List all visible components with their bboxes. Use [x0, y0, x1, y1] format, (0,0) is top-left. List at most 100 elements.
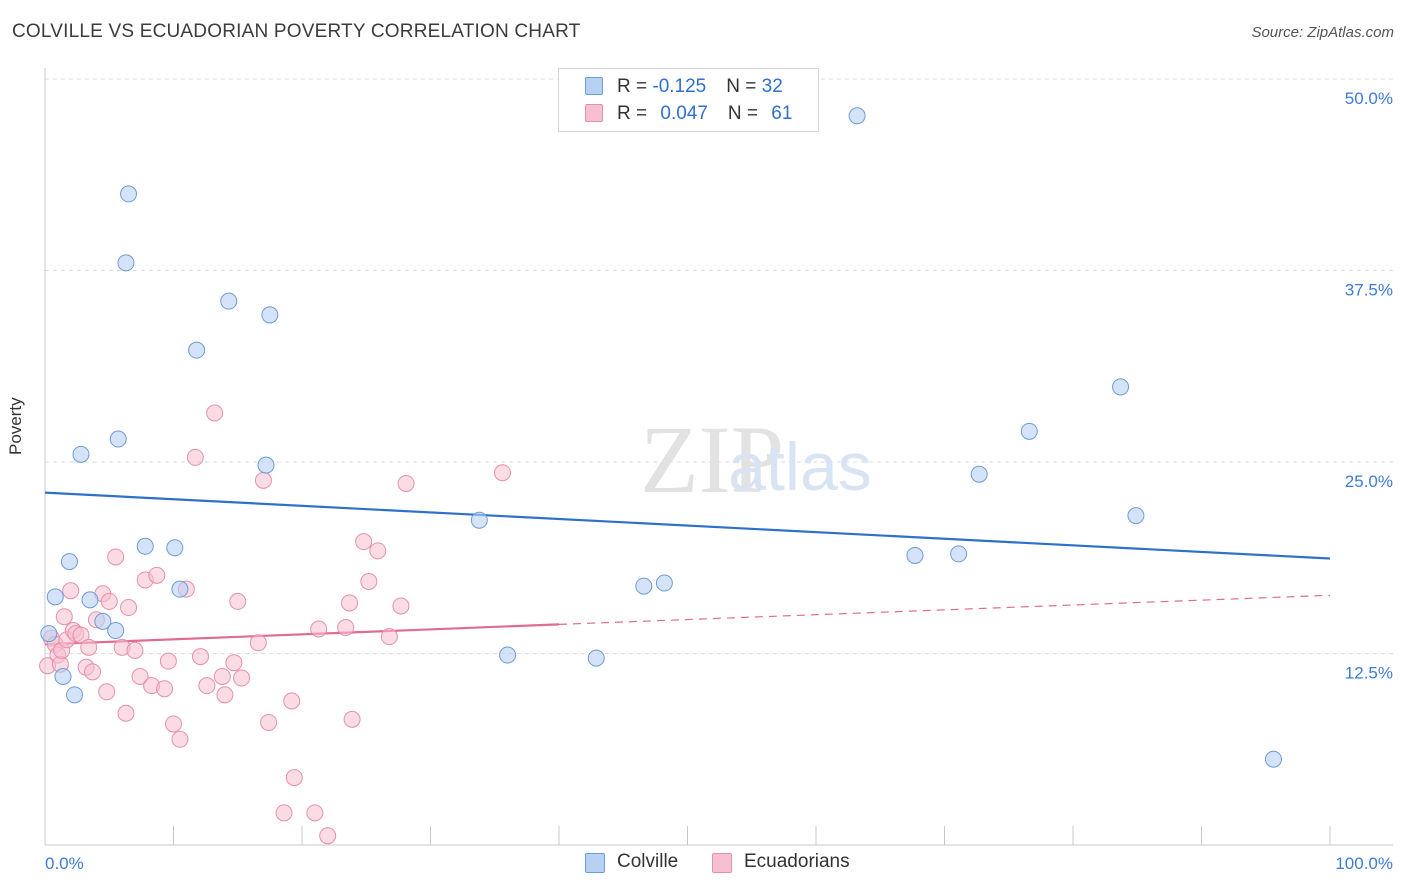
- colville-point: [72, 445, 90, 463]
- colville-swatch: [585, 853, 605, 873]
- axes: [44, 68, 1393, 846]
- ecuadorians-point: [206, 404, 224, 422]
- y-tick-label: 37.5%: [1345, 281, 1393, 300]
- r-label: R =: [617, 103, 653, 124]
- watermark-zip: ZIP: [640, 406, 784, 513]
- ecuadorians-point: [100, 592, 118, 610]
- ecuadorians-point: [233, 669, 251, 687]
- ecuadorians-point: [355, 533, 373, 551]
- ecuadorians-point: [117, 704, 135, 722]
- colville-point: [257, 456, 275, 474]
- colville-point: [635, 577, 653, 595]
- ecuadorians-point: [171, 730, 189, 748]
- r-label: R =: [617, 76, 653, 97]
- stats-legend: R = -0.125 N = 32 R = 0.047 N = 61: [558, 68, 819, 132]
- ecuadorians-point: [225, 654, 243, 672]
- colville-point: [171, 580, 189, 598]
- colville-point: [848, 107, 866, 125]
- ecuadorians-point: [186, 448, 204, 466]
- ecuadorians-trend-line: [44, 623, 560, 646]
- ecuadorians-point: [341, 594, 359, 612]
- y-tick-label: 12.5%: [1345, 664, 1393, 683]
- ecuadorians-point: [310, 620, 328, 638]
- ecuadorians-point: [397, 474, 415, 492]
- ecuadorians-point: [148, 566, 166, 584]
- colville-point: [1264, 750, 1282, 768]
- colville-point: [109, 430, 127, 448]
- colville-point: [470, 511, 488, 529]
- ecuadorians-point: [260, 713, 278, 731]
- colville-n-value: 32: [761, 76, 783, 97]
- ecuadorians-point: [72, 626, 90, 644]
- colville-point: [120, 185, 138, 203]
- colville-point: [1127, 507, 1145, 525]
- ecuadorians-point: [165, 715, 182, 733]
- ecuadorians-point: [120, 599, 138, 617]
- colville-point: [66, 686, 84, 704]
- ecuadorians-point: [84, 663, 102, 681]
- watermark-atlas: atlas: [728, 429, 872, 505]
- colville-point: [1112, 378, 1130, 396]
- colville-point: [188, 341, 206, 359]
- ecuadorians-point: [229, 592, 247, 610]
- chart-title: COLVILLE VS ECUADORIAN POVERTY CORRELATI…: [12, 21, 581, 42]
- colville-point: [587, 649, 605, 667]
- n-label: N =: [727, 103, 764, 124]
- ecuadorians-point: [369, 542, 387, 560]
- colville-point: [54, 667, 72, 685]
- tick-labels: 12.5% 25.0% 37.5% 50.0% 0.0% 100.0%: [45, 89, 1393, 873]
- ecuadorians-point: [249, 634, 267, 652]
- colville-point: [40, 625, 58, 643]
- ecuadorians-swatch: [585, 104, 603, 122]
- ecuadorians-point: [55, 608, 73, 626]
- ecuadorians-point: [275, 804, 293, 822]
- colville-legend-label: Colville: [617, 851, 679, 872]
- colville-point: [81, 591, 99, 609]
- ecuadorians-point: [343, 710, 361, 728]
- ecuadorians-point: [80, 638, 98, 656]
- colville-trend-line: [44, 491, 1331, 560]
- colville-point: [166, 539, 184, 557]
- ecuadorians-point: [380, 628, 398, 646]
- y-tick-label: 50.0%: [1345, 89, 1393, 108]
- ecuadorians-point: [62, 582, 80, 600]
- colville-point: [94, 612, 112, 630]
- trend-lines: [44, 491, 1331, 646]
- colville-point: [261, 306, 279, 324]
- ecuadorians-point: [198, 677, 216, 695]
- colville-point: [107, 622, 125, 640]
- y-tick-label: 25.0%: [1345, 472, 1393, 491]
- source-label: Source: ZipAtlas.com: [1251, 24, 1394, 41]
- colville-point: [499, 646, 517, 664]
- ecuadorians-point: [131, 667, 149, 685]
- ecuadorians-point: [159, 652, 177, 670]
- ecuadorians-point: [216, 686, 234, 704]
- colville-point: [970, 465, 988, 483]
- colville-point: [220, 292, 238, 310]
- gridlines: [45, 78, 1393, 654]
- colville-point: [46, 588, 64, 606]
- ecuadorians-point: [283, 692, 301, 710]
- colville-point: [136, 537, 154, 555]
- ecuadorians-trend-line-dashed: [558, 594, 1331, 625]
- ecuadorians-point: [319, 827, 337, 845]
- colville-swatch: [585, 77, 603, 95]
- x-tick-label: 100.0%: [1335, 854, 1393, 873]
- colville-point: [906, 546, 924, 564]
- data-points: [39, 107, 1282, 845]
- ecuadorians-swatch: [712, 853, 732, 873]
- colville-point: [60, 553, 78, 571]
- colville-r-value: -0.125: [652, 76, 707, 97]
- colville-point: [1020, 422, 1038, 440]
- ecuadorians-point: [156, 680, 174, 698]
- n-label: N =: [726, 76, 762, 97]
- colville-point: [950, 545, 968, 563]
- colville-point: [117, 254, 135, 272]
- ecuadorians-point: [360, 572, 378, 590]
- ecuadorians-point: [213, 667, 231, 685]
- ecuadorians-point: [337, 618, 355, 636]
- ecuadorians-point: [285, 769, 303, 787]
- colville-point: [655, 574, 673, 592]
- ecuadorians-point: [98, 683, 116, 701]
